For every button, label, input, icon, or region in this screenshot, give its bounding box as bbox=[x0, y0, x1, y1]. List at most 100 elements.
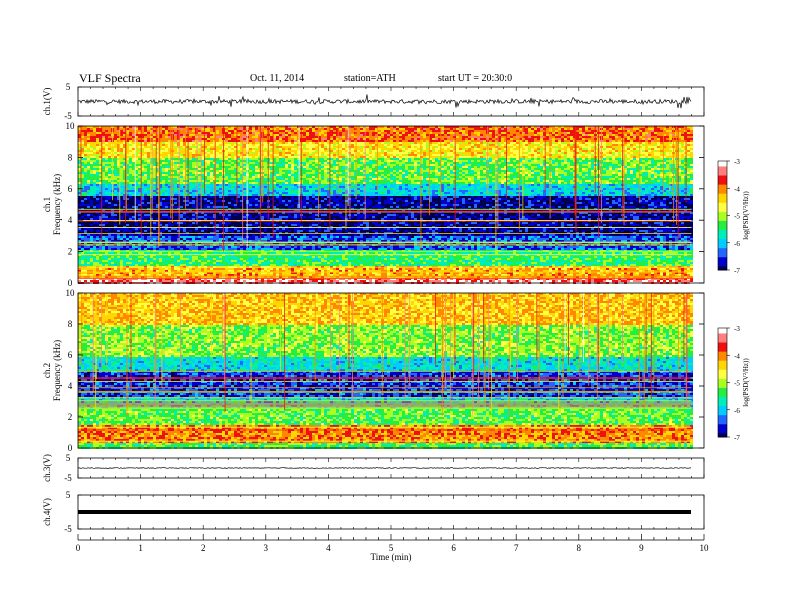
spectrogram-cell bbox=[396, 130, 399, 132]
spectrogram-cell bbox=[321, 138, 324, 140]
spectrogram-cell bbox=[90, 132, 93, 134]
spectrogram-cell bbox=[189, 136, 192, 138]
spectrogram-cell bbox=[162, 134, 165, 136]
spectrogram-cell bbox=[489, 136, 492, 138]
spectrogram-cell bbox=[330, 134, 333, 136]
spectrogram-cell bbox=[393, 134, 396, 136]
spectrogram-cell bbox=[681, 136, 684, 138]
spectrogram-cell bbox=[225, 128, 228, 130]
spectrogram-cell bbox=[645, 134, 648, 136]
spectrogram-cell bbox=[309, 134, 312, 136]
spectrogram-cell bbox=[309, 136, 312, 138]
spectrogram-cell bbox=[372, 130, 375, 132]
spectrogram-cell bbox=[195, 130, 198, 132]
spectrogram-cell bbox=[147, 130, 150, 132]
spectrogram-cell bbox=[588, 132, 591, 134]
spectrogram-cell bbox=[513, 136, 516, 138]
spectrogram-cell bbox=[84, 128, 87, 130]
spectrogram-cell bbox=[162, 136, 165, 138]
spectrogram-cell bbox=[102, 132, 105, 134]
spectrogram-cell bbox=[330, 138, 333, 140]
spectrogram-cell bbox=[207, 128, 210, 130]
spectrogram-cell bbox=[108, 140, 111, 142]
spectrogram-cell bbox=[153, 138, 156, 140]
spectrogram-cell bbox=[648, 138, 651, 140]
spectrogram-cell bbox=[255, 136, 258, 138]
spectrogram-cell bbox=[138, 140, 141, 142]
spectrogram-cell bbox=[507, 132, 510, 134]
spectrogram-cell bbox=[654, 130, 657, 132]
spectrogram-cell bbox=[477, 128, 480, 130]
spectrogram-cell bbox=[402, 134, 405, 136]
spectrogram-cell bbox=[288, 134, 291, 136]
spectrogram-cell bbox=[468, 128, 471, 130]
spectrogram-cell bbox=[345, 130, 348, 132]
spectrogram-cell bbox=[648, 130, 651, 132]
spectrogram-cell bbox=[591, 138, 594, 140]
spectrogram-cell bbox=[378, 138, 381, 140]
spectrogram-cell bbox=[465, 136, 468, 138]
spectrogram-cell bbox=[342, 136, 345, 138]
spectrogram-cell bbox=[420, 134, 423, 136]
spectrogram-cell bbox=[468, 132, 471, 134]
spectrogram-cell bbox=[372, 128, 375, 130]
spectrogram-cell bbox=[309, 130, 312, 132]
spectrogram-cell bbox=[480, 132, 483, 134]
spectrogram-cell bbox=[282, 132, 285, 134]
spectrogram-cell bbox=[390, 134, 393, 136]
spectrogram-cell bbox=[108, 130, 111, 132]
spectrogram-cell bbox=[570, 136, 573, 138]
spectrogram-cell bbox=[198, 136, 201, 138]
y-tick-label: 5 bbox=[66, 82, 71, 92]
spectrogram-cell bbox=[303, 138, 306, 140]
spectrogram-cell bbox=[378, 134, 381, 136]
spectrogram-cell bbox=[81, 134, 84, 136]
spectrogram-cell bbox=[378, 136, 381, 138]
spectrogram-cell bbox=[390, 130, 393, 132]
spectrogram-cell bbox=[489, 128, 492, 130]
spectrogram-cell bbox=[366, 136, 369, 138]
spectrogram-cell bbox=[615, 128, 618, 130]
spectrogram-cell bbox=[114, 140, 117, 142]
spectrogram-cell bbox=[540, 138, 543, 140]
spectrogram-cell bbox=[513, 132, 516, 134]
spectrogram-cell bbox=[537, 130, 540, 132]
spectrogram-cell bbox=[360, 134, 363, 136]
spectrogram-cell bbox=[609, 136, 612, 138]
spectrogram-cell bbox=[408, 136, 411, 138]
spectrogram-cell bbox=[312, 132, 315, 134]
spectrogram-cell bbox=[561, 128, 564, 130]
spectrogram-cell bbox=[357, 128, 360, 130]
spectrogram-cell bbox=[219, 136, 222, 138]
spectrogram-cell bbox=[570, 128, 573, 130]
spectrogram-cell bbox=[384, 138, 387, 140]
spectrogram-cell bbox=[147, 140, 150, 142]
spectrogram-cell bbox=[186, 132, 189, 134]
spectrogram-cell bbox=[315, 138, 318, 140]
spectrogram-cell bbox=[477, 130, 480, 132]
spectrogram-cell bbox=[252, 134, 255, 136]
spectrogram-cell bbox=[690, 138, 693, 140]
spectrogram-cell bbox=[603, 132, 606, 134]
spectrogram-cell bbox=[249, 130, 252, 132]
spectrogram-cell bbox=[690, 128, 693, 130]
spectrogram-cell bbox=[435, 138, 438, 140]
spectrogram-cell bbox=[660, 128, 663, 130]
spectrogram-cell bbox=[606, 132, 609, 134]
spectrogram-cell bbox=[507, 138, 510, 140]
spectrogram-cell bbox=[603, 134, 606, 136]
spectrogram-cell bbox=[471, 138, 474, 140]
spectrogram-cell bbox=[630, 132, 633, 134]
spectrogram-cell bbox=[426, 130, 429, 132]
spectrogram-cell bbox=[255, 132, 258, 134]
spectrogram-cell bbox=[192, 136, 195, 138]
spectrogram-cell bbox=[666, 138, 669, 140]
spectrogram-cell bbox=[198, 134, 201, 136]
spectrogram-cell bbox=[537, 132, 540, 134]
spectrogram-cell bbox=[468, 138, 471, 140]
spectrogram-cell bbox=[102, 128, 105, 130]
spectrogram-cell bbox=[228, 132, 231, 134]
spectrogram-cell bbox=[474, 138, 477, 140]
spectrogram-cell bbox=[207, 138, 210, 140]
spectrogram-cell bbox=[132, 134, 135, 136]
